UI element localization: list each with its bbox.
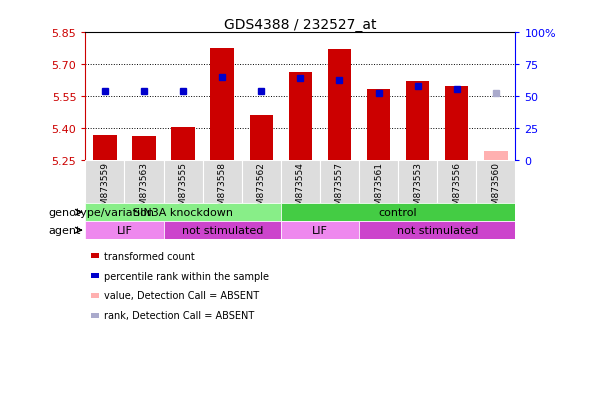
Bar <box>359 160 398 204</box>
Bar <box>210 49 234 160</box>
Text: value, Detection Call = ABSENT: value, Detection Call = ABSENT <box>104 291 259 301</box>
Text: GSM873555: GSM873555 <box>178 162 188 217</box>
Bar <box>171 127 195 160</box>
Text: GSM873554: GSM873554 <box>296 162 305 216</box>
Text: transformed count: transformed count <box>104 251 194 261</box>
Bar <box>133 137 155 160</box>
Bar <box>281 160 320 204</box>
Bar <box>203 160 241 204</box>
Text: LIF: LIF <box>117 225 133 235</box>
Text: not stimulated: not stimulated <box>396 225 478 235</box>
Text: rank, Detection Call = ABSENT: rank, Detection Call = ABSENT <box>104 311 254 320</box>
Text: not stimulated: not stimulated <box>181 225 263 235</box>
Bar <box>250 116 273 160</box>
Text: GSM873560: GSM873560 <box>491 162 500 217</box>
Text: LIF: LIF <box>312 225 328 235</box>
Bar <box>477 160 515 204</box>
Bar <box>320 160 359 204</box>
Bar <box>85 204 281 222</box>
Text: GSM873557: GSM873557 <box>335 162 344 217</box>
Text: GSM873561: GSM873561 <box>374 162 383 217</box>
Bar <box>359 222 515 240</box>
Text: SIN3A knockdown: SIN3A knockdown <box>133 208 233 218</box>
Bar <box>406 82 429 160</box>
Text: GSM873562: GSM873562 <box>257 162 266 216</box>
Bar <box>241 160 281 204</box>
Text: genotype/variation: genotype/variation <box>48 208 154 218</box>
Bar <box>437 160 477 204</box>
Bar <box>85 222 164 240</box>
Bar <box>164 160 203 204</box>
Bar <box>398 160 437 204</box>
Text: GSM873559: GSM873559 <box>101 162 110 217</box>
Text: agent: agent <box>48 225 81 235</box>
Text: GSM873558: GSM873558 <box>218 162 227 217</box>
Text: GSM873556: GSM873556 <box>452 162 461 217</box>
Bar <box>289 73 312 160</box>
Bar <box>327 50 351 160</box>
Bar <box>445 87 468 160</box>
Text: GSM873553: GSM873553 <box>413 162 422 217</box>
Bar <box>484 152 508 160</box>
Bar <box>85 160 124 204</box>
Title: GDS4388 / 232527_at: GDS4388 / 232527_at <box>224 18 376 32</box>
Bar <box>281 222 359 240</box>
Text: control: control <box>379 208 418 218</box>
Bar <box>367 90 391 160</box>
Bar <box>93 136 117 160</box>
Bar <box>124 160 164 204</box>
Text: GSM873563: GSM873563 <box>140 162 148 217</box>
Bar <box>281 204 515 222</box>
Bar <box>164 222 281 240</box>
Text: percentile rank within the sample: percentile rank within the sample <box>104 271 269 281</box>
